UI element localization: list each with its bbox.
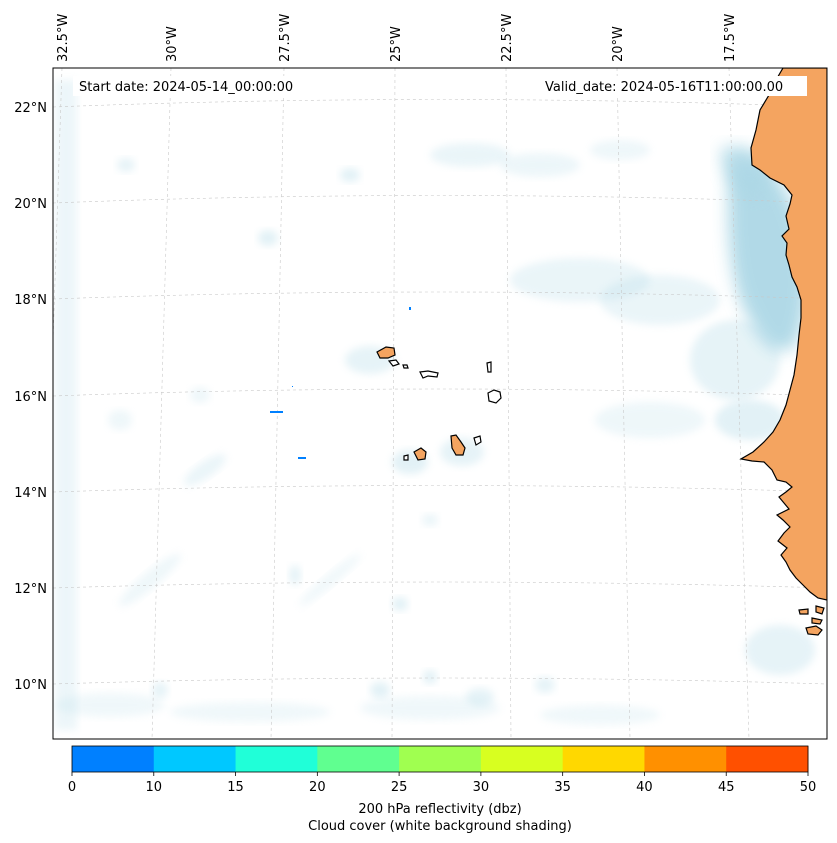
colorbar-swatch-9: [726, 746, 809, 772]
colorbar-tick-label: 50: [800, 780, 817, 795]
lat-label-7: 10°N: [14, 678, 47, 693]
colorbar-swatch-7: [562, 746, 645, 772]
valid-date-label: Valid_date: 2024-05-16T11:00:00.00: [545, 80, 783, 95]
cape-verde-islands: [376, 346, 502, 461]
island-santa-luzia: [402, 364, 409, 369]
bijagos-islands: [798, 605, 825, 636]
africa-coast: [739, 68, 827, 601]
colorbar-ticks: 0 10 15 20 25 30 35 40 45 50: [68, 772, 816, 795]
start-date-label: Start date: 2024-05-14_00:00:00: [79, 80, 293, 95]
lat-label-3: 18°N: [14, 293, 47, 308]
reflectivity-echoes: [270, 307, 411, 459]
colorbar-swatches: [72, 746, 809, 772]
colorbar-swatch-3: [235, 746, 318, 772]
colorbar-tick-label: 10: [146, 780, 163, 795]
colorbar: 0 10 15 20 25 30 35 40 45 50 200 hPa reflectivity…: [68, 745, 816, 834]
lon-label-6: 20°W: [611, 26, 626, 62]
colorbar-tick-label: 25: [391, 780, 408, 795]
lat-label-6: 12°N: [14, 582, 47, 597]
echo-2: [298, 457, 306, 459]
colorbar-tick-label: 40: [636, 780, 653, 795]
colorbar-label-2: Cloud cover (white background shading): [308, 819, 572, 834]
island-fogo: [413, 447, 427, 461]
lon-label-7: 17.5°W: [723, 14, 738, 62]
colorbar-swatch-8: [644, 746, 727, 772]
lat-label-1: 22°N: [14, 101, 47, 116]
lon-label-3: 27.5°W: [278, 14, 293, 62]
colorbar-frame: [71, 745, 809, 773]
island-sal: [486, 361, 492, 373]
colorbar-tick-label: 35: [554, 780, 571, 795]
island-brava: [403, 454, 409, 461]
map-frame: [52, 67, 828, 740]
colorbar-swatch-2: [153, 746, 237, 772]
echo-1: [270, 411, 283, 413]
cloud-cover-shading: [55, 80, 815, 730]
echo-3: [409, 307, 411, 310]
lat-label-5: 14°N: [14, 486, 47, 501]
graticule: [53, 68, 827, 739]
colorbar-swatch-5: [399, 746, 482, 772]
colorbar-tick-label: 45: [718, 780, 735, 795]
valid-date-box: [540, 76, 807, 96]
map-area: Start date: 2024-05-14_00:00:00 Valid_da…: [53, 68, 827, 739]
longitude-labels: 32.5°W 30°W 27.5°W 25°W 22.5°W 20°W 17.5…: [56, 14, 738, 62]
latitude-labels: 22°N 20°N 18°N 16°N 14°N 12°N 10°N: [14, 101, 47, 693]
lon-label-4: 25°W: [389, 26, 404, 62]
colorbar-swatch-6: [480, 746, 564, 772]
island-sao-vicente: [387, 359, 400, 367]
colorbar-tick-label: 20: [309, 780, 326, 795]
colorbar-swatch-4: [317, 746, 400, 772]
lon-label-1: 32.5°W: [56, 14, 71, 62]
colorbar-tick-label: 15: [227, 780, 244, 795]
lat-label-2: 20°N: [14, 197, 47, 212]
island-boa-vista: [487, 389, 502, 404]
colorbar-label-1: 200 hPa reflectivity (dbz): [358, 802, 521, 817]
colorbar-tick-label: 0: [68, 780, 76, 795]
colorbar-tick-label: 30: [473, 780, 490, 795]
lat-label-4: 16°N: [14, 390, 47, 405]
colorbar-swatch-1: [72, 746, 155, 772]
island-santo-antao: [376, 346, 396, 359]
start-date-box: [73, 76, 316, 96]
island-sao-nicolau: [419, 370, 439, 379]
lon-label-5: 22.5°W: [500, 14, 515, 62]
echo-4: [292, 386, 293, 387]
lon-label-2: 30°W: [165, 26, 180, 62]
island-maio: [473, 435, 482, 446]
island-santiago: [450, 434, 466, 456]
